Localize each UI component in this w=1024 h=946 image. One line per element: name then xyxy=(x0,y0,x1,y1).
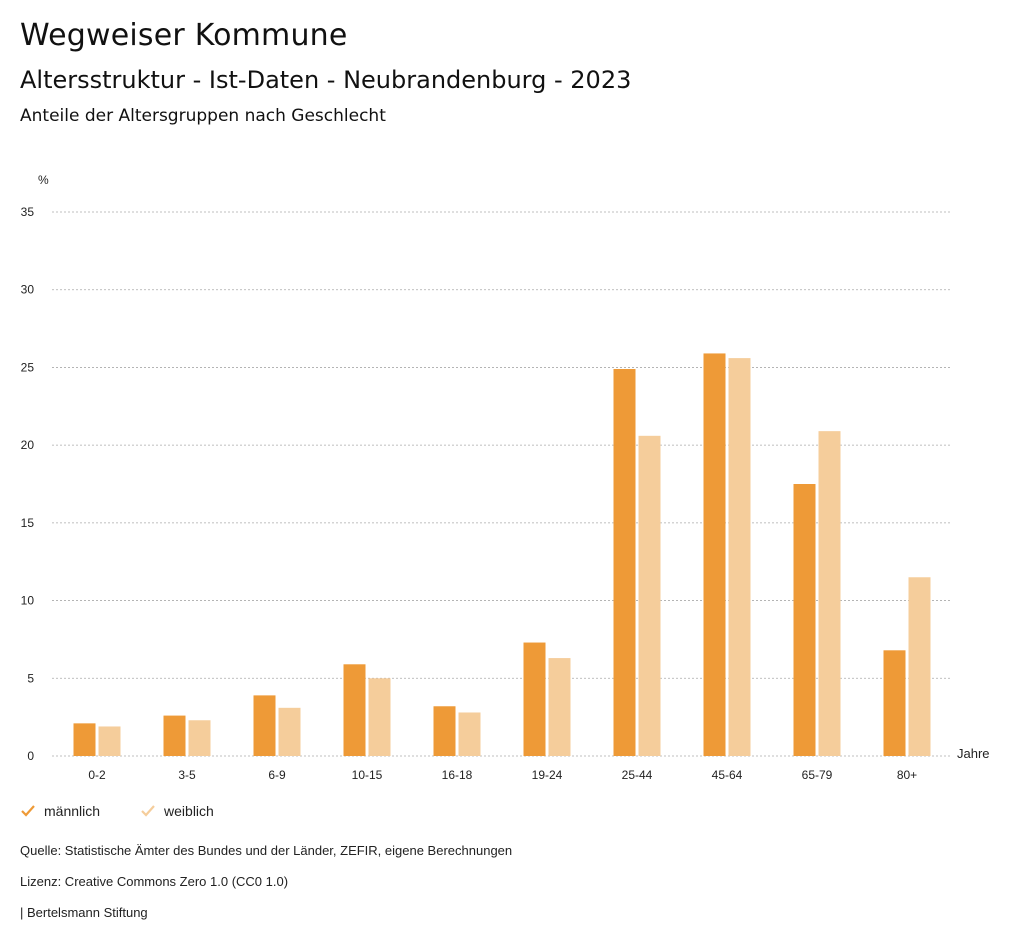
y-tick-label: 10 xyxy=(21,594,35,608)
bar-maennlich-10-15[interactable] xyxy=(343,664,366,756)
bar-maennlich-0-2[interactable] xyxy=(73,723,96,756)
bar-maennlich-19-24[interactable] xyxy=(523,642,546,756)
y-tick-label: 25 xyxy=(21,360,35,374)
bar-weiblich-3-5[interactable] xyxy=(188,720,211,756)
bar-weiblich-80+[interactable] xyxy=(908,577,931,756)
bar-weiblich-0-2[interactable] xyxy=(98,726,121,756)
bar-maennlich-3-5[interactable] xyxy=(163,715,186,756)
chart-description: Anteile der Altersgruppen nach Geschlech… xyxy=(20,106,386,126)
bar-weiblich-16-18[interactable] xyxy=(458,712,481,756)
bar-maennlich-45-64[interactable] xyxy=(703,353,726,756)
check-icon xyxy=(141,805,155,817)
source-note: Quelle: Statistische Ämter des Bundes un… xyxy=(20,843,513,858)
page-title: Wegweiser Kommune xyxy=(20,18,348,53)
bar-chart: % 0 5 10 15 20 25 30 35 0-2 3-5 6-9 10-15 16-18 19-24 2… xyxy=(21,173,990,782)
x-tick-label: 19-24 xyxy=(532,768,563,782)
legend-item-weiblich[interactable]: weiblich xyxy=(140,803,214,819)
x-tick-label: 10-15 xyxy=(352,768,383,782)
bar-maennlich-80+[interactable] xyxy=(883,650,906,756)
x-tick-label: 25-44 xyxy=(622,768,653,782)
license-note: Lizenz: Creative Commons Zero 1.0 (CC0 1… xyxy=(20,874,289,889)
x-tick-label: 16-18 xyxy=(442,768,473,782)
x-tick-label: 45-64 xyxy=(712,768,743,782)
chart-subtitle: Altersstruktur - Ist-Daten - Neubrandenb… xyxy=(20,66,632,94)
publisher-note: | Bertelsmann Stiftung xyxy=(20,905,148,920)
legend: männlich weiblich xyxy=(20,803,214,819)
x-tick-label: 6-9 xyxy=(268,768,286,782)
bar-weiblich-6-9[interactable] xyxy=(278,707,301,756)
y-tick-label: 5 xyxy=(27,671,34,685)
x-tick-label: 0-2 xyxy=(88,768,106,782)
x-tick-label: 65-79 xyxy=(802,768,833,782)
legend-item-maennlich[interactable]: männlich xyxy=(20,803,100,819)
legend-label-weiblich: weiblich xyxy=(164,803,214,819)
bar-weiblich-45-64[interactable] xyxy=(728,358,751,756)
y-axis-unit: % xyxy=(38,173,49,187)
bar-maennlich-65-79[interactable] xyxy=(793,484,816,756)
bar-weiblich-25-44[interactable] xyxy=(638,435,661,756)
x-axis-label: Jahre xyxy=(957,746,990,761)
bar-weiblich-19-24[interactable] xyxy=(548,658,571,756)
bar-maennlich-25-44[interactable] xyxy=(613,368,636,756)
y-tick-label: 30 xyxy=(21,283,35,297)
y-tick-label: 0 xyxy=(27,749,34,763)
x-tick-label: 3-5 xyxy=(178,768,196,782)
y-tick-label: 35 xyxy=(21,205,35,219)
x-tick-label: 80+ xyxy=(897,768,917,782)
bar-weiblich-10-15[interactable] xyxy=(368,678,391,756)
y-tick-label: 20 xyxy=(21,438,35,452)
bar-weiblich-65-79[interactable] xyxy=(818,431,841,756)
legend-label-maennlich: männlich xyxy=(44,803,101,819)
y-tick-label: 15 xyxy=(21,516,35,530)
bar-maennlich-6-9[interactable] xyxy=(253,695,276,756)
bar-maennlich-16-18[interactable] xyxy=(433,706,456,756)
check-icon xyxy=(21,805,35,817)
